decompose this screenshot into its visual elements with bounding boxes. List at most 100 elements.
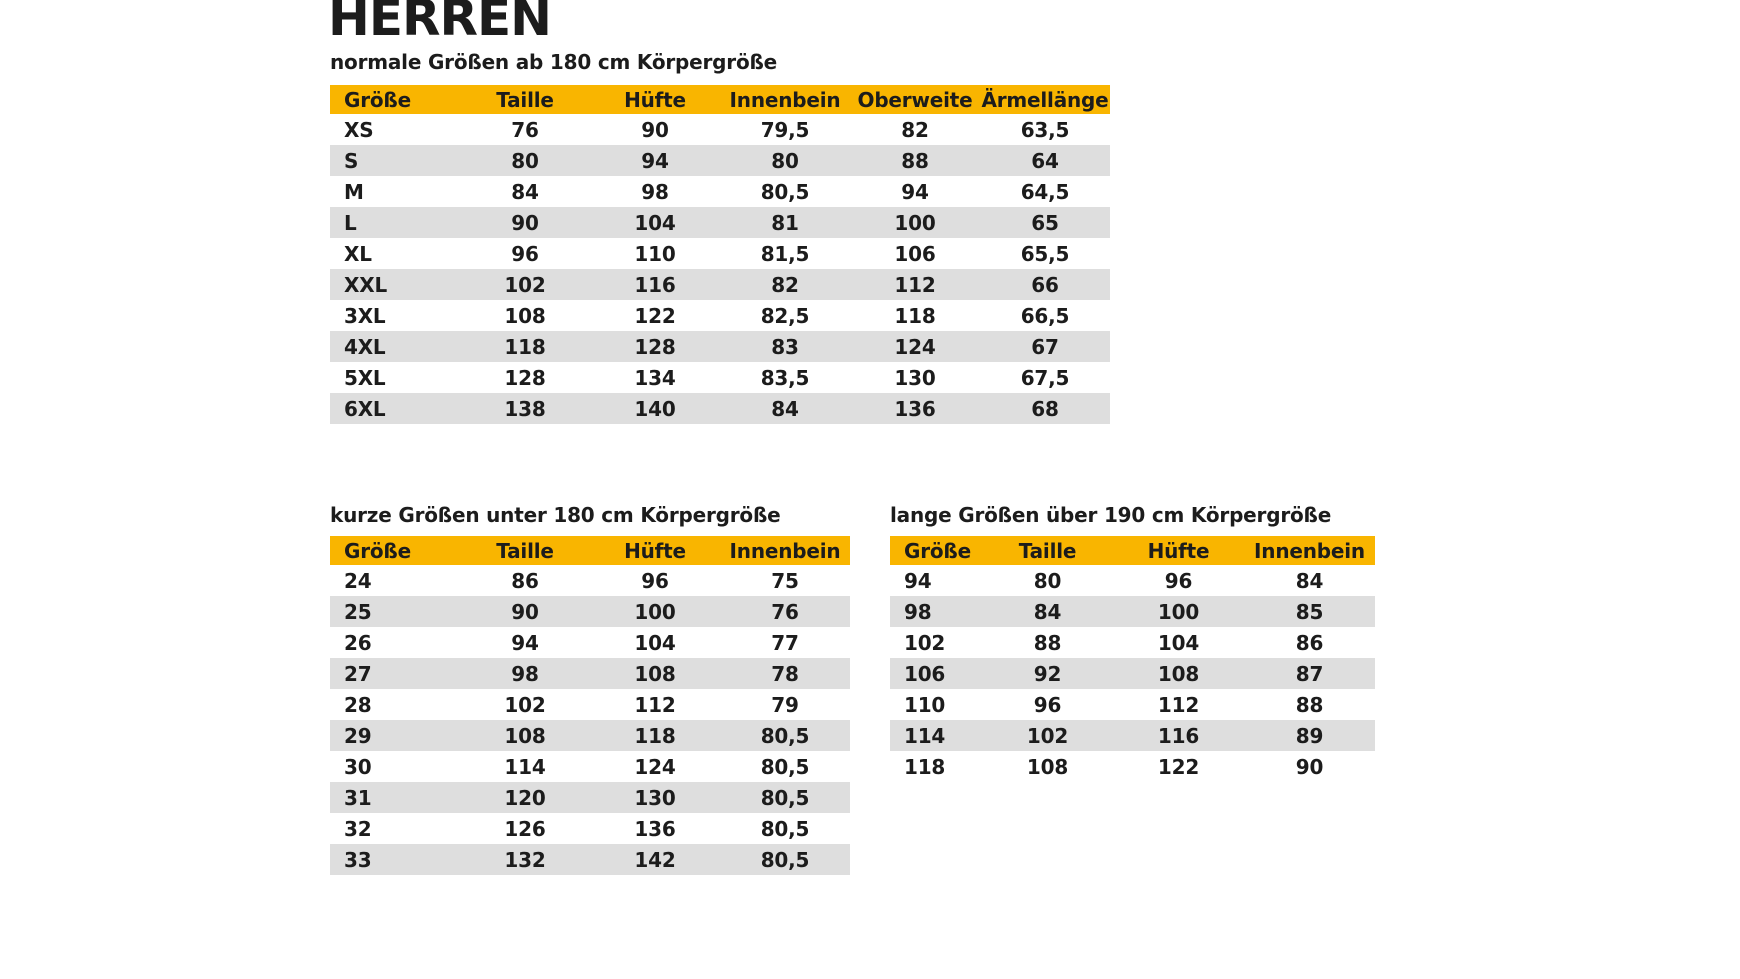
measurement-cell: 128 — [590, 331, 720, 362]
size-label-cell: L — [330, 207, 460, 238]
measurement-cell: 78 — [720, 658, 850, 689]
size-table-long: Größe Taille Hüfte Innenbein 94 80 96 84 98 84 10… — [890, 536, 1375, 782]
normal-sizes-title: normale Größen ab 180 cm Körpergröße — [330, 50, 778, 74]
size-label-cell: 4XL — [330, 331, 460, 362]
column-header-taille: Taille — [982, 536, 1113, 565]
measurement-cell: 112 — [590, 689, 720, 720]
measurement-cell: 138 — [460, 393, 590, 424]
measurement-cell: 118 — [460, 331, 590, 362]
size-label-cell: 24 — [330, 565, 460, 596]
table-row: XL 96 110 81,5 106 65,5 — [330, 238, 1110, 269]
measurement-cell: 80,5 — [720, 782, 850, 813]
measurement-cell: 108 — [460, 300, 590, 331]
measurement-cell: 80,5 — [720, 720, 850, 751]
measurement-cell: 104 — [590, 207, 720, 238]
measurement-cell: 110 — [590, 238, 720, 269]
column-header-grosse: Größe — [330, 536, 460, 565]
table-body: 94 80 96 84 98 84 100 85 102 88 104 86 106 92 108 87 110… — [890, 565, 1375, 782]
measurement-cell: 90 — [460, 596, 590, 627]
measurement-cell: 100 — [590, 596, 720, 627]
column-header-innenbein: Innenbein — [720, 85, 850, 114]
size-label-cell: 114 — [890, 720, 982, 751]
measurement-cell: 124 — [850, 331, 980, 362]
measurement-cell: 140 — [590, 393, 720, 424]
size-label-cell: 25 — [330, 596, 460, 627]
measurement-cell: 88 — [982, 627, 1113, 658]
measurement-cell: 81 — [720, 207, 850, 238]
measurement-cell: 79 — [720, 689, 850, 720]
size-label-cell: 29 — [330, 720, 460, 751]
measurement-cell: 96 — [460, 238, 590, 269]
measurement-cell: 88 — [850, 145, 980, 176]
measurement-cell: 64,5 — [980, 176, 1110, 207]
size-label-cell: 118 — [890, 751, 982, 782]
table-row: 25 90 100 76 — [330, 596, 850, 627]
table-row: 94 80 96 84 — [890, 565, 1375, 596]
table-body: 24 86 96 75 25 90 100 76 26 94 104 77 27 98 108 78 28 102… — [330, 565, 850, 875]
size-label-cell: 6XL — [330, 393, 460, 424]
table-row: 27 98 108 78 — [330, 658, 850, 689]
header-row: Größe Taille Hüfte Innenbein — [330, 536, 850, 565]
measurement-cell: 98 — [590, 176, 720, 207]
measurement-cell: 96 — [590, 565, 720, 596]
table-row: 32 126 136 80,5 — [330, 813, 850, 844]
size-label-cell: 102 — [890, 627, 982, 658]
measurement-cell: 122 — [590, 300, 720, 331]
size-label-cell: S — [330, 145, 460, 176]
size-label-cell: 27 — [330, 658, 460, 689]
column-header-grosse: Größe — [890, 536, 982, 565]
table-row: 114 102 116 89 — [890, 720, 1375, 751]
size-label-cell: 98 — [890, 596, 982, 627]
table-body: XS 76 90 79,5 82 63,5 S 80 94 80 88 64 M 84 98 80,5 94 64… — [330, 114, 1110, 424]
measurement-cell: 112 — [850, 269, 980, 300]
table-row: M 84 98 80,5 94 64,5 — [330, 176, 1110, 207]
measurement-cell: 108 — [1113, 658, 1244, 689]
table-header: Größe Taille Hüfte Innenbein — [890, 536, 1375, 565]
table-row: 98 84 100 85 — [890, 596, 1375, 627]
measurement-cell: 84 — [982, 596, 1113, 627]
page-title: HERREN — [328, 0, 552, 47]
table-row: 31 120 130 80,5 — [330, 782, 850, 813]
measurement-cell: 87 — [1244, 658, 1375, 689]
size-label-cell: XXL — [330, 269, 460, 300]
column-header-taille: Taille — [460, 536, 590, 565]
column-header-hufte: Hüfte — [590, 85, 720, 114]
measurement-cell: 80,5 — [720, 751, 850, 782]
size-label-cell: 32 — [330, 813, 460, 844]
long-sizes-title: lange Größen über 190 cm Körpergröße — [890, 503, 1332, 527]
measurement-cell: 102 — [460, 689, 590, 720]
measurement-cell: 88 — [1244, 689, 1375, 720]
column-header-innenbein: Innenbein — [720, 536, 850, 565]
measurement-cell: 136 — [590, 813, 720, 844]
measurement-cell: 94 — [590, 145, 720, 176]
measurement-cell: 68 — [980, 393, 1110, 424]
table-header: Größe Taille Hüfte Innenbein Oberweite Ärmell… — [330, 85, 1110, 114]
measurement-cell: 104 — [1113, 627, 1244, 658]
measurement-cell: 80,5 — [720, 813, 850, 844]
measurement-cell: 106 — [850, 238, 980, 269]
table-row: 30 114 124 80,5 — [330, 751, 850, 782]
measurement-cell: 114 — [460, 751, 590, 782]
measurement-cell: 96 — [982, 689, 1113, 720]
header-row: Größe Taille Hüfte Innenbein Oberweite Ärmell… — [330, 85, 1110, 114]
measurement-cell: 94 — [460, 627, 590, 658]
measurement-cell: 65 — [980, 207, 1110, 238]
table-row: 3XL 108 122 82,5 118 66,5 — [330, 300, 1110, 331]
table-row: XS 76 90 79,5 82 63,5 — [330, 114, 1110, 145]
measurement-cell: 142 — [590, 844, 720, 875]
column-header-grosse: Größe — [330, 85, 460, 114]
measurement-cell: 132 — [460, 844, 590, 875]
measurement-cell: 75 — [720, 565, 850, 596]
measurement-cell: 120 — [460, 782, 590, 813]
size-label-cell: XL — [330, 238, 460, 269]
measurement-cell: 83,5 — [720, 362, 850, 393]
measurement-cell: 80,5 — [720, 844, 850, 875]
measurement-cell: 84 — [1244, 565, 1375, 596]
measurement-cell: 86 — [1244, 627, 1375, 658]
size-label-cell: 94 — [890, 565, 982, 596]
measurement-cell: 122 — [1113, 751, 1244, 782]
measurement-cell: 136 — [850, 393, 980, 424]
table-row: 33 132 142 80,5 — [330, 844, 850, 875]
measurement-cell: 85 — [1244, 596, 1375, 627]
